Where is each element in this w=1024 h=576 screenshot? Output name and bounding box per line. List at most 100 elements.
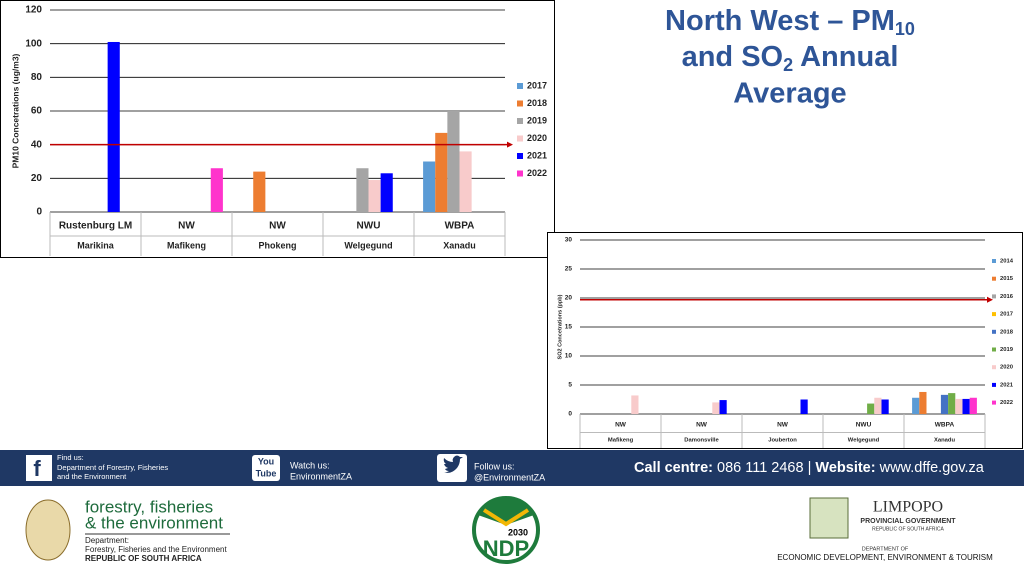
youtube-text: Tube <box>256 468 277 478</box>
x-tick-label: WBPA <box>935 422 955 429</box>
bar <box>380 173 393 212</box>
bar <box>948 393 956 414</box>
legend-label: 2019 <box>1000 347 1014 353</box>
x-tick-label: NW <box>777 422 789 429</box>
logo-text: DEPARTMENT OF <box>862 546 909 552</box>
legend-label: 2017 <box>1000 312 1013 318</box>
facebook-icon[interactable] <box>26 455 52 481</box>
y-tick-label: 0 <box>568 411 572 418</box>
footer-label: Call centre: <box>634 460 713 476</box>
x-tick-label: NWU <box>357 221 381 232</box>
x-tick-label: NW <box>615 422 627 429</box>
logo-text: REPUBLIC OF SOUTH AFRICA <box>85 554 202 563</box>
x-tick-label: NWU <box>856 422 872 429</box>
y-axis-label: PM10 Concetrations (ug/m3) <box>10 53 20 168</box>
y-tick-label: 15 <box>565 324 573 331</box>
ndp-logo-part <box>478 498 534 525</box>
y-tick-label: 10 <box>565 353 573 360</box>
bar <box>962 398 970 414</box>
y-tick-label: 60 <box>31 106 43 117</box>
x-tick-label: Xanadu <box>934 438 956 444</box>
legend-label: 2019 <box>527 115 547 125</box>
legend-swatch <box>992 276 996 281</box>
legend-swatch <box>992 312 996 317</box>
footer: f Find us: Department of Forestry, Fishe… <box>26 453 985 482</box>
y-tick-label: 20 <box>565 295 573 302</box>
footer-text: Follow us: <box>474 461 515 471</box>
title-text: and SO <box>682 41 784 73</box>
x-tick-label: Marikina <box>77 240 115 250</box>
x-tick-label: WBPA <box>445 221 475 232</box>
x-tick-label: Mafikeng <box>167 240 206 250</box>
y-axis-label: SO2 Concetrations (ppb) <box>557 294 563 359</box>
footer-value[interactable]: www.dffe.gov.za <box>879 460 985 476</box>
bar <box>881 399 889 414</box>
bar <box>955 398 963 414</box>
legend-label: 2018 <box>527 98 547 108</box>
bar <box>719 400 727 414</box>
bar <box>368 180 381 212</box>
legend-label: 2015 <box>1000 276 1014 282</box>
legend-swatch <box>517 100 523 107</box>
title-text: Annual <box>793 41 898 73</box>
y-tick-label: 30 <box>565 237 573 244</box>
legend-swatch <box>517 135 523 142</box>
logo-text: Forestry, Fisheries and the Environment <box>85 545 227 554</box>
legend-label: 2014 <box>1000 259 1014 265</box>
legend-label: 2018 <box>1000 329 1014 335</box>
legend-label: 2020 <box>527 133 547 143</box>
footer-sep: | <box>808 460 812 476</box>
y-tick-label: 100 <box>25 38 42 49</box>
x-tick-label: NW <box>269 221 286 232</box>
legend-swatch <box>992 382 996 387</box>
legend-label: 2022 <box>1000 400 1014 406</box>
title-sub: 2 <box>783 55 793 75</box>
legend-swatch <box>992 259 996 263</box>
bar <box>940 394 949 414</box>
footer-value: 086 111 2468 <box>717 460 804 476</box>
slide-title: North West – PM10 and SO2 Annual Average <box>665 5 915 110</box>
logo-text: REPUBLIC OF SOUTH AFRICA <box>872 526 944 532</box>
reference-arrow <box>507 141 513 148</box>
youtube-text: You <box>258 456 274 466</box>
youtube-icon[interactable] <box>252 455 280 481</box>
logos: forestry, fisheries & the environment De… <box>25 496 993 564</box>
logo-text: ECONOMIC DEVELOPMENT, ENVIRONMENT & TOUR… <box>777 553 993 562</box>
x-tick-label: NW <box>696 422 708 429</box>
legend-label: 2017 <box>527 80 547 90</box>
x-tick-label: Welgegund <box>344 240 392 250</box>
legend-swatch <box>517 153 523 159</box>
title-line: and SO2 Annual <box>682 41 899 75</box>
x-tick-label: Xanadu <box>443 240 476 250</box>
logo-text: forestry, fisheries <box>85 497 213 516</box>
footer-label: Website: <box>815 460 875 476</box>
x-tick-label: Mafikeng <box>608 438 634 444</box>
bar <box>874 397 882 414</box>
legend-label: 2020 <box>1000 365 1014 371</box>
legend-swatch <box>992 365 996 370</box>
bar <box>712 402 720 414</box>
bar <box>969 397 977 414</box>
reference-arrow <box>987 296 993 303</box>
x-tick-label: Rustenburg LM <box>59 221 132 232</box>
bar <box>253 171 266 212</box>
twitter-bird <box>443 455 463 473</box>
chart-frame <box>0 0 555 258</box>
footer-text: and the Environment <box>57 472 127 481</box>
footer-band <box>0 450 1024 486</box>
x-tick-label: Jouberton <box>768 438 797 444</box>
logo-text: NDP <box>483 536 529 561</box>
bar <box>631 395 639 414</box>
legend-swatch <box>517 170 523 177</box>
bar <box>919 391 927 414</box>
legend-swatch <box>992 400 996 405</box>
y-tick-label: 0 <box>36 207 42 218</box>
title-line: Average <box>733 78 846 110</box>
x-tick-label: Welgegund <box>848 438 880 444</box>
footer-text: @EnvironmentZA <box>474 472 545 482</box>
limpopo-crest <box>809 497 849 539</box>
legend-label: 2022 <box>527 168 547 178</box>
y-tick-label: 120 <box>25 5 42 16</box>
